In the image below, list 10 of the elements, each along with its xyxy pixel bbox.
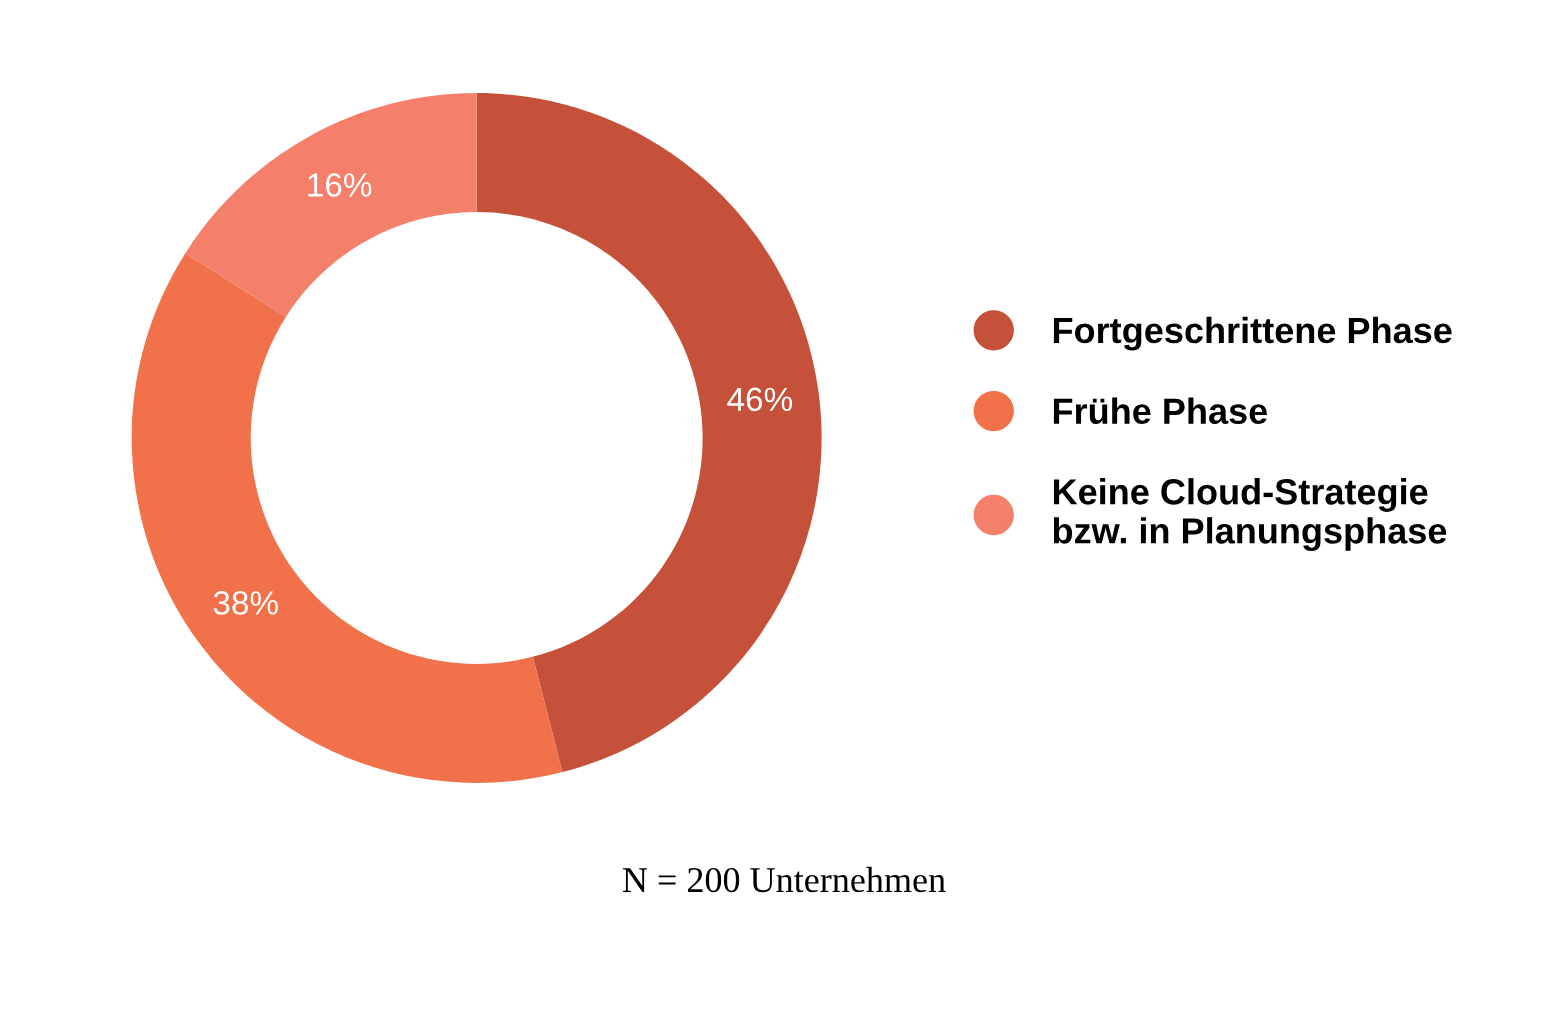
data-label: 46% <box>727 387 793 412</box>
legend-label: Keine Cloud-Strategie bzw. in Planungsphase <box>1053 478 1447 551</box>
donut-slice <box>131 253 563 783</box>
data-label: 38% <box>213 591 278 615</box>
donut-slice <box>185 93 477 317</box>
donut-slice <box>476 93 822 773</box>
legend-label: Fortgeschrittene Phase <box>1053 316 1452 351</box>
data-label: 16% <box>308 173 372 197</box>
legend-label: Frühe Phase <box>1053 397 1268 425</box>
text: N = 200 Unternehmen <box>622 866 946 893</box>
